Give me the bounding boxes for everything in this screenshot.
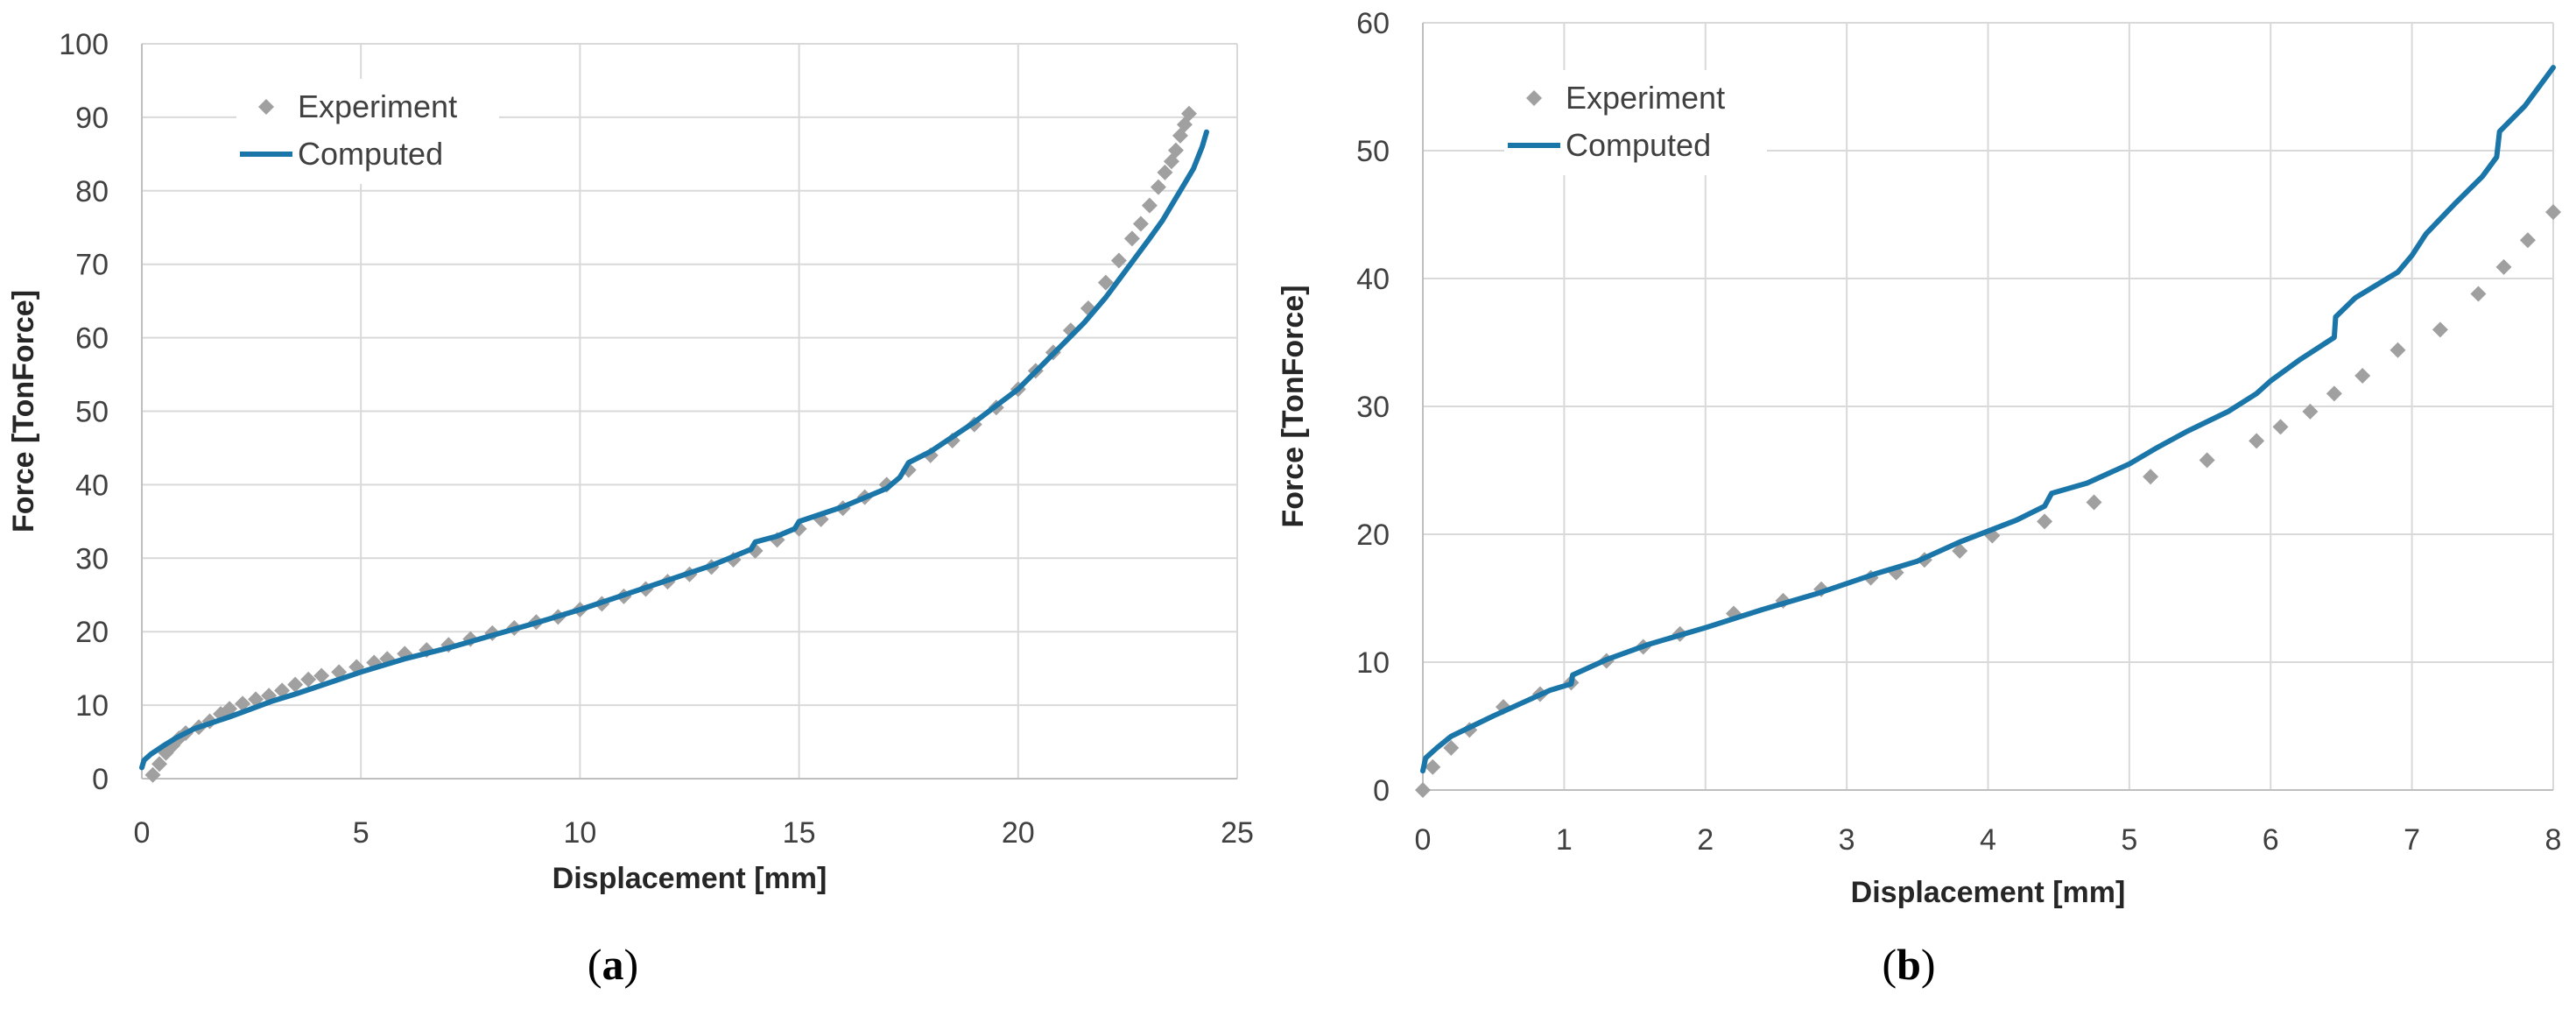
experiment-point xyxy=(2470,286,2487,302)
y-tick-label: 0 xyxy=(1373,774,1390,808)
experiment-point xyxy=(287,676,304,693)
y-tick-label: 80 xyxy=(75,175,109,208)
experiment-point xyxy=(1141,197,1158,214)
experiment-point xyxy=(2545,204,2561,221)
experiment-point xyxy=(144,766,161,783)
experiment-point xyxy=(1443,739,1460,756)
x-tick-label: 10 xyxy=(563,816,596,850)
experiment-point xyxy=(1097,274,1114,291)
legend: Experiment Computed xyxy=(1504,70,1767,175)
x-tick-label: 1 xyxy=(1556,823,1573,857)
series-computed xyxy=(1420,65,2556,774)
experiment-point xyxy=(2519,232,2536,249)
experiment-point xyxy=(1132,215,1149,232)
legend-box xyxy=(236,79,499,184)
caption-letter: a xyxy=(602,940,624,989)
y-tick-label: 50 xyxy=(75,396,109,429)
experiment-point xyxy=(1425,759,1441,775)
y-tick-label: 50 xyxy=(1356,135,1390,168)
caption-close: ) xyxy=(1921,940,1936,989)
caption-open: ( xyxy=(1882,940,1897,989)
panel-caption: (a) xyxy=(588,940,638,989)
legend-label: Computed xyxy=(298,136,443,172)
x-tick-label: 7 xyxy=(2404,823,2420,857)
y-axis-label: Force [TonForce] xyxy=(7,290,40,533)
x-tick-label: 6 xyxy=(2263,823,2279,857)
experiment-point xyxy=(2326,385,2342,402)
experiment-point xyxy=(1952,542,1968,559)
y-tick-label: 60 xyxy=(1356,7,1390,40)
experiment-point xyxy=(1167,142,1184,159)
y-tick-label: 10 xyxy=(75,689,109,723)
y-tick-label: 30 xyxy=(1356,391,1390,424)
y-tick-label: 100 xyxy=(59,28,109,61)
x-tick-label: 0 xyxy=(1415,823,1432,857)
computed-line xyxy=(1420,65,2556,774)
x-tick-label: 25 xyxy=(1221,816,1254,850)
caption-close: ) xyxy=(624,940,639,989)
chart-a: 0 5 10 15 20 25 0 10 20 30 40 50 60 70 80 90 100 Displace… xyxy=(7,28,1254,989)
series-computed xyxy=(139,129,1209,771)
y-tick-label: 40 xyxy=(75,469,109,502)
experiment-point xyxy=(151,756,168,773)
experiment-point xyxy=(2495,258,2512,275)
x-axis-label: Displacement [mm] xyxy=(553,862,827,895)
x-tick-label: 3 xyxy=(1839,823,1855,857)
experiment-point xyxy=(1110,252,1127,269)
experiment-point xyxy=(2249,433,2265,449)
y-tick-label: 20 xyxy=(1356,519,1390,552)
caption-letter: b xyxy=(1897,940,1921,989)
y-tick-label: 10 xyxy=(1356,646,1390,680)
legend-box xyxy=(1504,70,1767,175)
experiment-point xyxy=(2272,419,2289,435)
x-tick-label: 0 xyxy=(134,816,151,850)
x-tick-label: 2 xyxy=(1697,823,1714,857)
experiment-point xyxy=(2143,469,2159,485)
experiment-point xyxy=(2037,513,2053,530)
experiment-point xyxy=(1415,782,1431,798)
legend-label: Experiment xyxy=(1566,80,1725,116)
x-tick-label: 5 xyxy=(353,816,370,850)
legend: Experiment Computed xyxy=(236,79,499,184)
experiment-point xyxy=(1157,164,1173,180)
caption-open: ( xyxy=(588,940,602,989)
panel-caption: (b) xyxy=(1882,940,1935,989)
x-tick-label: 15 xyxy=(783,816,816,850)
legend-label: Experiment xyxy=(298,88,457,124)
y-tick-label: 20 xyxy=(75,616,109,649)
x-tick-label: 5 xyxy=(2121,823,2137,857)
x-tick-label: 4 xyxy=(1980,823,1996,857)
experiment-point xyxy=(1180,105,1197,122)
experiment-point xyxy=(2199,452,2215,469)
legend-marker-swatch xyxy=(1526,90,1542,106)
y-tick-label: 90 xyxy=(75,102,109,135)
experiment-point xyxy=(2354,367,2371,384)
legend-label: Computed xyxy=(1566,127,1711,163)
experiment-point xyxy=(2086,494,2102,511)
x-axis-label: Displacement [mm] xyxy=(1851,876,2126,909)
chart-b: 0 1 2 3 4 5 6 7 8 0 10 20 30 40 50 60 Displacement [mm] F… xyxy=(1277,7,2561,989)
legend-marker-swatch xyxy=(258,99,274,115)
y-axis-label: Force [TonForce] xyxy=(1277,285,1310,527)
experiment-point xyxy=(2389,342,2406,358)
x-tick-label: 8 xyxy=(2545,823,2562,857)
experiment-point xyxy=(1150,179,1166,195)
experiment-point xyxy=(1123,230,1140,247)
gridlines xyxy=(1423,22,2554,790)
computed-line xyxy=(139,129,1209,771)
series-experiment xyxy=(144,105,1197,783)
x-tick-label: 20 xyxy=(1002,816,1035,850)
experiment-point xyxy=(2302,403,2319,420)
y-tick-label: 0 xyxy=(92,763,109,796)
experiment-point xyxy=(300,671,317,688)
experiment-point xyxy=(313,667,330,684)
y-tick-label: 60 xyxy=(75,322,109,356)
y-tick-label: 30 xyxy=(75,542,109,575)
experiment-point xyxy=(235,695,251,712)
y-tick-label: 40 xyxy=(1356,263,1390,296)
y-tick-label: 70 xyxy=(75,249,109,282)
experiment-point xyxy=(2432,321,2448,338)
